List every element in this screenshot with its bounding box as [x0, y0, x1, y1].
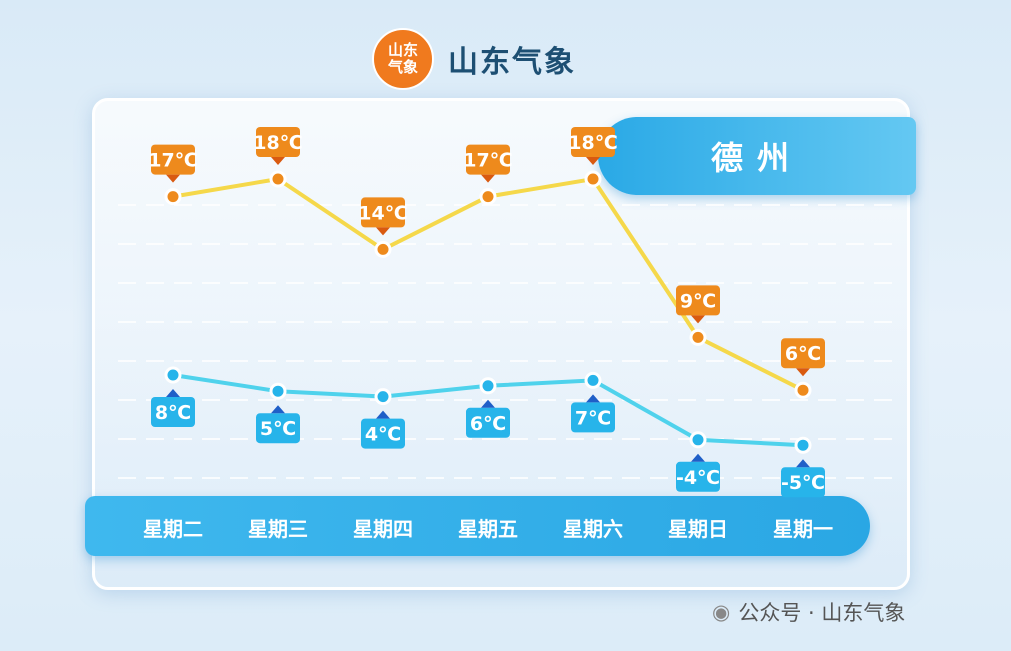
low-point [584, 371, 602, 389]
high-label-pointer [166, 174, 180, 183]
header-title: 山东气象 [448, 45, 576, 80]
low-data-label: -4℃ [676, 467, 720, 489]
low-label-box [466, 407, 510, 438]
low-point [794, 436, 812, 454]
high-label-box [151, 144, 195, 175]
high-label-box [466, 144, 510, 175]
low-label-pointer [271, 405, 285, 414]
low-label-pointer [796, 459, 810, 468]
low-label-box [781, 467, 825, 498]
day-label: 星期一 [773, 517, 833, 541]
day-label: 星期五 [458, 517, 518, 541]
high-data-label: 6℃ [785, 343, 821, 365]
low-label-pointer [166, 389, 180, 397]
high-label-box [256, 127, 300, 157]
low-data-label: 8℃ [155, 402, 191, 424]
day-label: 星期三 [248, 517, 308, 541]
day-label: 星期六 [563, 517, 623, 541]
low-point [164, 366, 182, 384]
logo: 山东 气象 [372, 28, 434, 90]
high-point [269, 170, 287, 188]
low-data-label: 4℃ [365, 424, 401, 446]
high-label-box [571, 127, 615, 157]
high-label-box [781, 338, 825, 369]
low-point [689, 431, 707, 449]
high-label-box [361, 197, 405, 228]
high-point [689, 328, 707, 346]
low-label-pointer [586, 394, 600, 403]
high-point [374, 240, 392, 258]
high-point [794, 381, 812, 399]
low-point [269, 382, 287, 400]
high-point [164, 188, 182, 206]
high-label-pointer [796, 368, 810, 377]
day-label: 星期四 [353, 517, 413, 541]
high-line [172, 176, 804, 392]
high-label-pointer [586, 157, 600, 165]
low-label-pointer [481, 399, 495, 408]
low-label-pointer [691, 453, 705, 462]
day-label: 星期日 [668, 517, 728, 541]
high-data-label: 17℃ [463, 150, 512, 172]
footer-text: 公众号 · 山东气象 [738, 601, 906, 625]
low-label-box [151, 397, 195, 427]
low-point [374, 388, 392, 406]
low-point [479, 377, 497, 395]
high-data-label: 17℃ [148, 150, 197, 172]
high-data-label: 9℃ [680, 290, 716, 312]
header: 山东 气象 山东气象 [372, 28, 576, 90]
high-data-label: 18℃ [568, 132, 617, 154]
high-label-pointer [691, 315, 705, 324]
low-data-label: 5℃ [260, 418, 296, 440]
high-point [584, 170, 602, 188]
day-bar: 星期二 星期三 星期四 星期五 星期六 星期日 星期一 [85, 496, 870, 556]
low-label-box [361, 418, 405, 449]
low-data-label: -5℃ [781, 472, 825, 494]
high-label-pointer [376, 227, 390, 236]
low-data-label: 6℃ [470, 413, 506, 435]
high-point [479, 188, 497, 206]
high-data-label: 14℃ [358, 202, 407, 224]
low-data-label: 7℃ [575, 407, 611, 429]
low-label-box [676, 461, 720, 492]
wechat-icon: ◉ [712, 600, 731, 624]
low-label-box [571, 402, 615, 433]
high-label-box [676, 285, 720, 316]
low-label-pointer [376, 410, 390, 419]
high-label-pointer [481, 174, 495, 183]
footer: ◉ 公众号 · 山东气象 [712, 597, 905, 627]
city-label: 德州 [598, 117, 916, 195]
low-label-box [256, 413, 300, 444]
day-label: 星期二 [143, 517, 203, 541]
high-label-pointer [271, 157, 285, 165]
high-data-label: 18℃ [253, 132, 302, 154]
